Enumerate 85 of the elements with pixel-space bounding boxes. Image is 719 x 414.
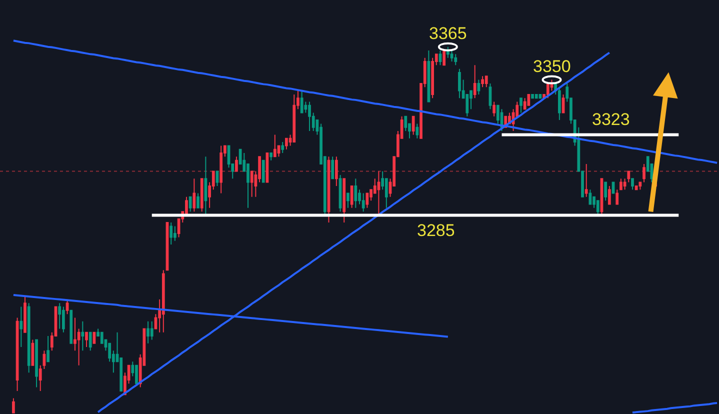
candlestick (427, 50, 430, 102)
candlestick (220, 145, 223, 194)
candlestick (300, 90, 304, 114)
candlestick (70, 310, 73, 344)
candlestick (270, 152, 273, 161)
candlestick (450, 50, 454, 62)
candlestick (250, 170, 254, 198)
candlestick (642, 163, 646, 183)
candlestick (16, 317, 19, 392)
candlestick (174, 226, 176, 242)
candlestick (638, 182, 642, 190)
candlestick (608, 185, 611, 205)
candlestick (66, 298, 69, 315)
candlestick (146, 320, 150, 344)
candlestick (488, 82, 492, 110)
candlestick (88, 332, 92, 352)
candlestick (150, 320, 154, 340)
candlestick (62, 306, 65, 333)
candlestick (58, 302, 62, 330)
candlestick (520, 98, 522, 114)
candlestick (438, 50, 442, 66)
candlestick (531, 94, 534, 99)
candlestick (604, 182, 608, 202)
candlestick (354, 178, 358, 208)
candlestick (596, 200, 600, 216)
candlestick (377, 170, 380, 216)
candlestick (31, 339, 34, 366)
candlestick (162, 270, 165, 333)
candlestick (135, 364, 138, 384)
candlestick (534, 94, 538, 99)
candlestick (85, 332, 88, 348)
candlestick (458, 68, 461, 99)
candlestick (273, 134, 276, 158)
candlestick (588, 189, 592, 205)
series-label: 3285 (417, 221, 455, 240)
series-label: 3323 (592, 110, 630, 129)
candlestick (200, 178, 204, 212)
candlestick (346, 192, 350, 208)
candlestick (558, 86, 561, 121)
candlestick (620, 178, 622, 190)
candlestick (546, 82, 550, 99)
candlestick (196, 192, 200, 208)
candlestick (170, 222, 173, 246)
text: 3350 (533, 57, 571, 76)
candlestick (634, 185, 638, 190)
candlestick (338, 174, 342, 212)
candlestick (442, 50, 446, 66)
candlestick (308, 101, 311, 132)
candlestick (20, 306, 23, 348)
candlestick (484, 76, 488, 88)
candlestick (334, 156, 338, 186)
candlestick (631, 178, 634, 190)
candlestick (527, 94, 530, 106)
candlestick (81, 320, 84, 352)
candlestick (24, 295, 26, 333)
candlestick (362, 192, 365, 212)
candlestick (492, 101, 496, 117)
candlestick (292, 94, 296, 143)
candlestick (285, 138, 288, 150)
candlestick (412, 116, 415, 136)
candlestick (523, 98, 526, 110)
candlestick (477, 79, 480, 95)
candlestick (431, 57, 434, 99)
candlestick (416, 123, 419, 139)
candlestick (366, 192, 369, 208)
candlestick (188, 196, 192, 212)
candlestick (481, 76, 484, 88)
candlestick (262, 160, 265, 183)
candlestick (584, 163, 588, 198)
candlestick (281, 142, 284, 154)
candlestick (342, 178, 346, 224)
candlestick (616, 189, 619, 205)
candlestick (235, 156, 238, 172)
candlestick (46, 336, 50, 362)
candlestick (35, 339, 38, 388)
candlestick (204, 156, 208, 216)
candlestick (454, 54, 458, 66)
candlestick (192, 178, 196, 212)
candlestick (350, 185, 354, 208)
candlestick (331, 156, 334, 180)
candlestick (473, 64, 476, 99)
text: 3365 (429, 24, 467, 43)
candlestick (27, 302, 30, 374)
candlestick (216, 170, 219, 186)
candlestick (12, 398, 15, 414)
